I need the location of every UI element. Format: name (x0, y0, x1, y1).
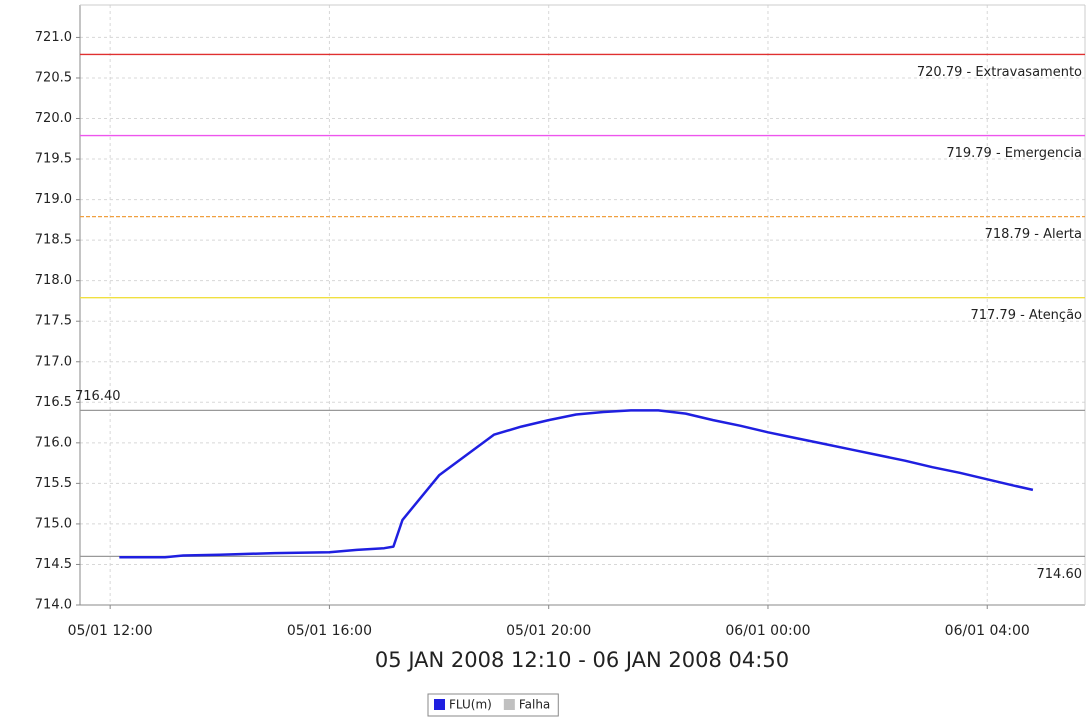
data-line (119, 409, 1034, 559)
y-tick-label: 715.0 (35, 516, 72, 531)
y-tick-label: 718.0 (35, 273, 72, 288)
legend-swatch (503, 699, 515, 710)
y-tick-label: 718.5 (35, 233, 72, 248)
reference-label: 718.79 - Alerta (985, 227, 1082, 242)
x-tick-label: 05/01 16:00 (287, 623, 372, 639)
x-tick-label: 05/01 12:00 (68, 623, 153, 639)
y-tick-label: 716.5 (35, 395, 72, 410)
reference-label: 717.79 - Atenção (970, 308, 1082, 323)
y-tick-label: 714.0 (35, 598, 72, 613)
y-tick-label: 716.0 (35, 435, 72, 450)
legend-swatch (434, 699, 445, 710)
x-tick-label: 05/01 20:00 (506, 623, 591, 639)
x-axis-label: 05 JAN 2008 12:10 - 06 JAN 2008 04:50 (375, 648, 789, 672)
y-tick-label: 717.5 (35, 314, 72, 329)
x-tick-label: 06/01 04:00 (945, 623, 1030, 639)
legend-label: FLU(m) (449, 698, 492, 712)
y-tick-label: 714.5 (35, 557, 72, 572)
x-tick-label: 06/01 00:00 (725, 623, 810, 639)
y-tick-label: 717.0 (35, 354, 72, 369)
reference-label: 720.79 - Extravasamento (917, 65, 1082, 80)
reference-label: 714.60 (1037, 567, 1083, 582)
reference-label: 719.79 - Emergencia (946, 146, 1082, 161)
legend-box (427, 693, 559, 717)
reference-label: 716.40 (75, 389, 121, 404)
y-tick-label: 720.5 (35, 70, 72, 85)
y-tick-label: 721.0 (35, 30, 72, 45)
y-tick-label: 720.0 (35, 111, 72, 126)
legend-label: Falha (519, 698, 550, 712)
y-tick-label: 719.5 (35, 152, 72, 167)
y-tick-label: 715.5 (35, 476, 72, 491)
y-tick-label: 719.0 (35, 192, 72, 207)
